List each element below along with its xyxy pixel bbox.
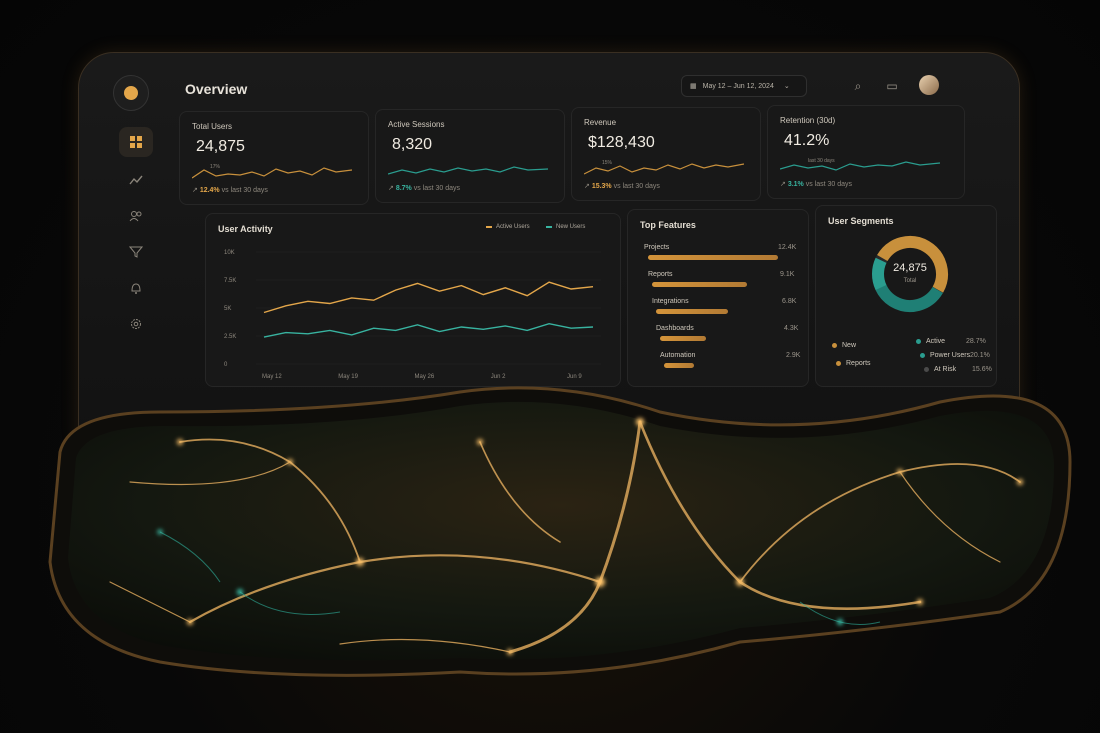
feature-value: 6.8K xyxy=(782,298,797,305)
kpi-value: 24,875 xyxy=(196,138,245,155)
segment-pct-power-users: 20.1% xyxy=(970,352,990,359)
kpi-mini-label: last 30 days xyxy=(808,158,835,164)
top-features-card: Top Features Projects 12.4K Reports 9.1K Int… xyxy=(627,209,809,387)
kpi-change: ↗ 12.4% vs last 30 days xyxy=(192,187,268,194)
section-title: Top Features xyxy=(640,220,696,230)
kpi-change: ↗ 15.3% vs last 30 days xyxy=(584,183,660,190)
activity-chart: 10K 7.5K 5K 2.5K 0 May 12 May 19 May 26 Jun 2 Jun… xyxy=(224,250,601,380)
feature-label: Projects xyxy=(644,244,670,251)
donut-slice-power-users xyxy=(872,236,948,312)
kpi-mini-label: 17% xyxy=(210,164,221,170)
dashboard-icon xyxy=(130,136,142,148)
feature-value: 9.1K xyxy=(780,271,795,278)
calendar-icon: ▦ xyxy=(690,83,697,90)
series-line-new-users xyxy=(263,322,594,338)
x-tick-label: Jun 9 xyxy=(567,374,582,380)
segment-legend-active: Active xyxy=(916,338,945,345)
kpi-card-revenue[interactable]: Revenue $128,430 15% ↗ 15.3% vs last 30 … xyxy=(571,107,761,201)
series-line-active-users xyxy=(263,281,594,314)
feature-bar xyxy=(648,255,778,260)
section-title: User Activity xyxy=(218,224,273,234)
segment-pct-active: 28.7% xyxy=(966,338,986,345)
y-tick-label: 10K xyxy=(224,250,235,256)
kpi-card-retention[interactable]: Retention (30d) 41.2% last 30 days ↗ 3.1… xyxy=(767,105,965,199)
segment-legend-new: New xyxy=(832,342,856,349)
kpi-value: 41.2% xyxy=(784,132,830,149)
message-icon[interactable]: ▭ xyxy=(886,79,898,93)
segment-legend-reports: Reports xyxy=(836,360,871,367)
bell-icon xyxy=(131,283,141,294)
segment-legend-at-risk: At Risk xyxy=(924,366,956,373)
date-range-picker[interactable]: ▦ May 12 – Jun 12, 2024 ⌄ xyxy=(681,75,807,97)
y-tick-label: 2.5K xyxy=(224,334,236,340)
x-tick-label: May 19 xyxy=(338,374,358,380)
feature-bar xyxy=(652,282,747,287)
settings-icon xyxy=(131,319,141,329)
sparkline xyxy=(192,167,352,179)
y-tick-label: 7.5K xyxy=(224,278,236,284)
feature-label: Automation xyxy=(660,352,696,359)
kpi-change: ↗ 3.1% vs last 30 days xyxy=(780,181,853,188)
kpi-label: Retention (30d) xyxy=(780,116,836,125)
segment-pct-at-risk: 15.6% xyxy=(972,366,992,373)
users-icon xyxy=(129,211,142,222)
main-content: Overview ▦ May 12 – Jun 12, 2024 ⌄ ⌕ ▭ T… xyxy=(159,53,1019,453)
avatar[interactable] xyxy=(919,75,939,95)
feature-value: 2.9K xyxy=(786,352,801,359)
section-title: User Segments xyxy=(828,216,894,226)
sidebar-item-notifications[interactable] xyxy=(119,273,153,303)
feature-label: Dashboards xyxy=(656,325,694,332)
legend-new-users: New Users xyxy=(546,224,585,230)
segment-legend-power-users: Power Users xyxy=(920,352,970,359)
dashboard-window: Overview ▦ May 12 – Jun 12, 2024 ⌄ ⌕ ▭ T… xyxy=(78,52,1020,454)
search-icon[interactable]: ⌕ xyxy=(854,78,862,93)
sparkline xyxy=(780,161,940,171)
kpi-label: Active Sessions xyxy=(388,120,445,129)
x-tick-label: Jun 2 xyxy=(491,374,506,380)
sidebar-item-settings[interactable] xyxy=(119,309,153,339)
kpi-card-total-users[interactable]: Total Users 24,875 17% ↗ 12.4% vs last 3… xyxy=(179,111,369,205)
kpi-label: Total Users xyxy=(192,122,233,131)
kpi-mini-label: 15% xyxy=(602,160,613,166)
feature-label: Reports xyxy=(648,271,673,278)
filter-icon xyxy=(129,246,143,258)
legend-active-users: Active Users xyxy=(486,224,530,230)
chevron-down-icon: ⌄ xyxy=(783,83,790,90)
y-tick-label: 5K xyxy=(224,306,231,312)
feature-bar xyxy=(656,309,728,314)
kpi-change: ↗ 8.7% vs last 30 days xyxy=(388,185,461,192)
sparkline xyxy=(388,166,548,175)
feature-value: 12.4K xyxy=(778,244,797,251)
sidebar-item-dashboard[interactable] xyxy=(119,127,153,157)
x-tick-label: May 26 xyxy=(415,374,435,380)
sparkline xyxy=(584,163,744,175)
logo-mark xyxy=(124,86,138,100)
date-range-label: May 12 – Jun 12, 2024 xyxy=(702,82,774,90)
feature-bar xyxy=(664,363,694,368)
kpi-label: Revenue xyxy=(584,118,617,127)
page-title: Overview xyxy=(185,81,248,97)
user-activity-card: User Activity Active Users New Users 10K… xyxy=(205,213,621,387)
feature-label: Integrations xyxy=(652,298,689,305)
sidebar-item-filter[interactable] xyxy=(119,237,153,267)
donut-total: 24,875 xyxy=(893,262,927,274)
app-logo[interactable] xyxy=(113,75,149,111)
x-tick-label: May 12 xyxy=(262,374,282,380)
analytics-icon xyxy=(129,175,143,185)
kpi-card-active-sessions[interactable]: Active Sessions 8,320 ↗ 8.7% vs last 30 … xyxy=(375,109,565,203)
sidebar-item-analytics[interactable] xyxy=(119,165,153,195)
kpi-value: 8,320 xyxy=(392,136,433,153)
sidebar-item-users[interactable] xyxy=(119,201,153,231)
kpi-value: $128,430 xyxy=(588,134,655,151)
feature-value: 4.3K xyxy=(784,325,799,332)
segments-donut xyxy=(872,236,948,312)
sidebar xyxy=(79,53,157,453)
glowing-roots-illustration xyxy=(48,386,1072,677)
dashboard-device: Overview ▦ May 12 – Jun 12, 2024 ⌄ ⌕ ▭ T… xyxy=(40,52,1072,692)
feature-bar xyxy=(660,336,706,341)
donut-total-label: Total xyxy=(903,278,917,284)
user-segments-card: User Segments 24,875 Total New Reports A… xyxy=(815,205,997,387)
y-tick-label: 0 xyxy=(224,362,228,368)
